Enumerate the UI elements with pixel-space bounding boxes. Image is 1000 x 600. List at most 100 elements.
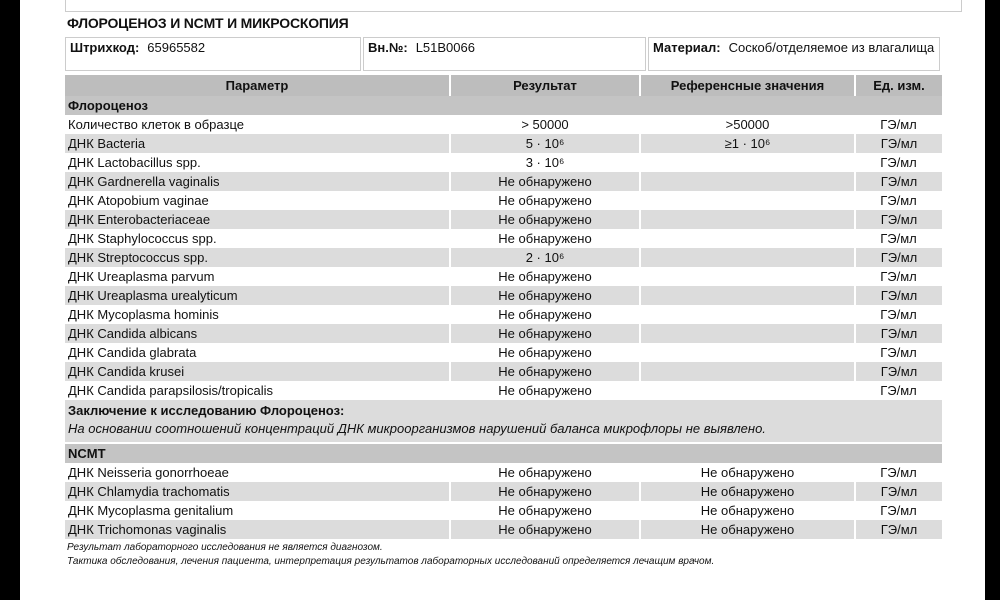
conclusion-text: На основании соотношений концентраций ДН… <box>68 421 766 436</box>
column-header: Параметр <box>65 75 450 96</box>
parameter-cell: ДНК Atopobium vaginae <box>68 193 209 208</box>
reference-cell <box>640 229 855 248</box>
note: Результат лабораторного исследования не … <box>67 542 383 553</box>
reference-cell: ≥1 · 10⁶ <box>639 134 855 153</box>
reference-cell <box>639 362 855 381</box>
internal-number-label: Вн.№: <box>368 40 408 55</box>
table-row: ДНК Neisseria gonorrhoeae Не обнаружено … <box>65 463 942 482</box>
table-row: ДНК Candida glabrata Не обнаружено ГЭ/мл <box>65 343 942 362</box>
table-row: ДНК Ureaplasma parvum Не обнаружено ГЭ/м… <box>65 267 942 286</box>
barcode-box: Штрихкод: 65965582 <box>65 37 361 71</box>
column-header: Референсные значения <box>639 75 855 96</box>
unit-cell: ГЭ/мл <box>880 383 917 398</box>
result-cell: Не обнаружено <box>498 193 592 208</box>
unit-cell: ГЭ/мл <box>880 269 917 284</box>
table-row: ДНК Enterobacteriaceae Не обнаружено ГЭ/… <box>65 210 942 229</box>
reference-cell <box>639 248 855 267</box>
table-row: ДНК Atopobium vaginae Не обнаружено ГЭ/м… <box>65 191 942 210</box>
result-cell: 5 · 10⁶ <box>449 134 640 153</box>
table-row: ДНК Candida parapsilosis/tropicalis Не о… <box>65 381 942 400</box>
column-header: Ед. изм. <box>854 75 942 96</box>
unit-cell: ГЭ/мл <box>854 520 942 539</box>
reference-cell <box>639 210 855 229</box>
parameter-cell: ДНК Ureaplasma urealyticum <box>65 286 450 305</box>
table-row: ДНК Streptococcus spp. 2 · 10⁶ ГЭ/мл <box>65 248 942 267</box>
unit-cell: ГЭ/мл <box>854 210 942 229</box>
section-row: Флороценоз <box>65 96 942 115</box>
reference-cell <box>640 305 855 324</box>
material-box: Материал: Соскоб/отделяемое из влагалища <box>648 37 940 71</box>
unit-cell: ГЭ/мл <box>854 482 942 501</box>
material-label: Материал: <box>653 40 721 55</box>
unit-cell: ГЭ/мл <box>880 345 917 360</box>
internal-number-box: Вн.№: L51B0066 <box>363 37 646 71</box>
unit-cell: ГЭ/мл <box>880 503 917 518</box>
column-header: Результат <box>449 75 640 96</box>
result-cell: Не обнаружено <box>449 210 640 229</box>
table-row: ДНК Mycoplasma genitalium Не обнаружено … <box>65 501 942 520</box>
reference-cell <box>640 153 855 172</box>
parameter-cell: ДНК Mycoplasma hominis <box>68 307 219 322</box>
reference-cell <box>640 343 855 362</box>
unit-cell: ГЭ/мл <box>854 172 942 191</box>
table-row: ДНК Ureaplasma urealyticum Не обнаружено… <box>65 286 942 305</box>
section-label: NCMT <box>65 444 942 463</box>
result-cell: > 50000 <box>521 117 569 132</box>
result-cell: Не обнаружено <box>449 520 640 539</box>
unit-cell: ГЭ/мл <box>854 286 942 305</box>
table-row: ДНК Trichomonas vaginalis Не обнаружено … <box>65 520 942 539</box>
conclusion-label: Заключение к исследованию Флороценоз: <box>68 403 345 418</box>
result-cell: Не обнаружено <box>498 345 592 360</box>
reference-cell <box>640 267 855 286</box>
parameter-cell: ДНК Candida albicans <box>65 324 450 343</box>
result-cell: Не обнаружено <box>449 362 640 381</box>
disclaimer-notes: Результат лабораторного исследования не … <box>67 541 714 569</box>
reference-cell <box>640 381 855 400</box>
unit-cell: ГЭ/мл <box>854 362 942 381</box>
parameter-cell: ДНК Bacteria <box>65 134 450 153</box>
reference-cell: Не обнаружено <box>700 465 795 480</box>
note: Тактика обследования, лечения пациента, … <box>67 556 715 567</box>
result-cell: Не обнаружено <box>449 482 640 501</box>
result-cell: 3 · 10⁶ <box>525 155 565 170</box>
parameter-cell: ДНК Mycoplasma genitalium <box>68 503 234 518</box>
section-label: Флороценоз <box>65 96 942 115</box>
unit-cell: ГЭ/мл <box>854 248 942 267</box>
table-row: ДНК Candida krusei Не обнаружено ГЭ/мл <box>65 362 942 381</box>
material-value: Соскоб/отделяемое из влагалища <box>728 40 935 55</box>
result-cell: Не обнаружено <box>498 383 592 398</box>
unit-cell: ГЭ/мл <box>854 324 942 343</box>
parameter-cell: ДНК Enterobacteriaceae <box>65 210 450 229</box>
unit-cell: ГЭ/мл <box>880 117 917 132</box>
result-cell: Не обнаружено <box>498 307 592 322</box>
parameter-cell: ДНК Gardnerella vaginalis <box>65 172 450 191</box>
table-row: ДНК Gardnerella vaginalis Не обнаружено … <box>65 172 942 191</box>
reference-cell: Не обнаружено <box>639 520 855 539</box>
parameter-cell: ДНК Candida parapsilosis/tropicalis <box>68 383 273 398</box>
unit-cell: ГЭ/мл <box>880 155 917 170</box>
unit-cell: ГЭ/мл <box>880 307 917 322</box>
parameter-cell: ДНК Neisseria gonorrhoeae <box>68 465 229 480</box>
conclusion-row: Заключение к исследованию Флороценоз: На … <box>65 400 942 442</box>
result-cell: Не обнаружено <box>498 503 592 518</box>
report-page: ФЛОРОЦЕНОЗ И NCMT И МИКРОСКОПИЯ Штрихкод… <box>20 0 985 600</box>
table-row: ДНК Bacteria 5 · 10⁶ ≥1 · 10⁶ ГЭ/мл <box>65 134 942 153</box>
result-cell: Не обнаружено <box>498 269 592 284</box>
parameter-cell: Количество клеток в образце <box>68 117 244 132</box>
section-row: NCMT <box>65 444 942 463</box>
previous-section-box <box>65 0 962 12</box>
table-row: ДНК Candida albicans Не обнаружено ГЭ/мл <box>65 324 942 343</box>
reference-cell <box>639 286 855 305</box>
unit-cell: ГЭ/мл <box>880 231 917 246</box>
parameter-cell: ДНК Lactobacillus spp. <box>68 155 201 170</box>
internal-number-value: L51B0066 <box>415 40 475 55</box>
result-cell: 2 · 10⁶ <box>449 248 640 267</box>
reference-cell <box>639 324 855 343</box>
result-cell: Не обнаружено <box>449 324 640 343</box>
unit-cell: ГЭ/мл <box>854 134 942 153</box>
unit-cell: ГЭ/мл <box>880 193 917 208</box>
table-row: Количество клеток в образце > 50000 >500… <box>65 115 942 134</box>
parameter-cell: ДНК Chlamydia trachomatis <box>65 482 450 501</box>
reference-cell <box>639 172 855 191</box>
reference-cell <box>640 191 855 210</box>
